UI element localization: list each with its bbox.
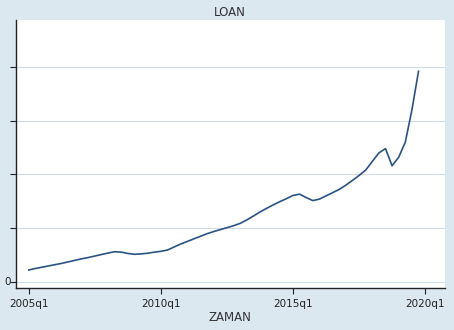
Text: 0: 0	[5, 277, 11, 287]
Title: LOAN: LOAN	[214, 6, 246, 18]
X-axis label: ZAMAN: ZAMAN	[209, 312, 252, 324]
